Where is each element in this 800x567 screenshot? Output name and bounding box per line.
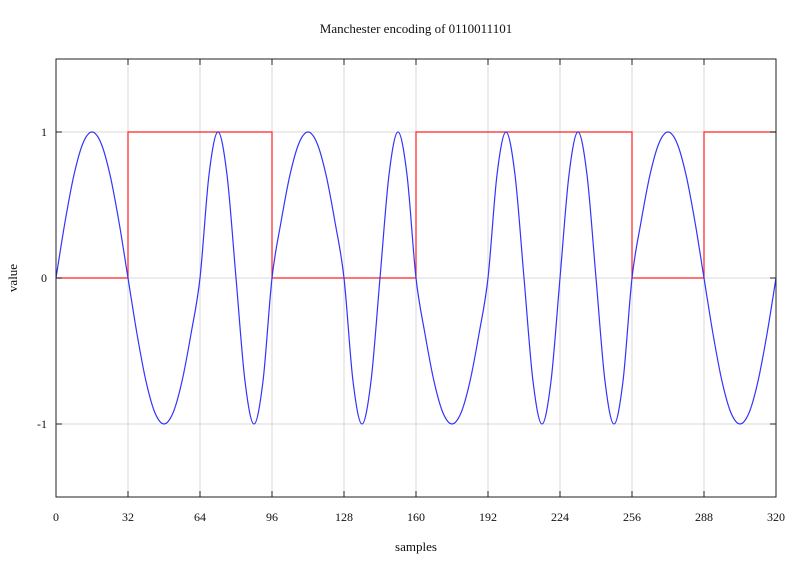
- x-tick-label: 64: [194, 510, 206, 524]
- x-tick-label: 320: [767, 510, 785, 524]
- x-tick-label: 128: [335, 510, 353, 524]
- y-tick-label: -1: [37, 417, 47, 431]
- series-group: [55, 131, 777, 425]
- data-signal-line: [56, 131, 776, 279]
- y-tick-label: 1: [41, 125, 47, 139]
- x-tick-label: 96: [266, 510, 278, 524]
- y-tick-label: 0: [41, 271, 47, 285]
- y-axis-label: value: [5, 264, 20, 292]
- ticks: 0 32 64 96 128 160 192 224 256 288 320 1 0 -1: [37, 59, 785, 524]
- x-tick-label: 160: [407, 510, 425, 524]
- chart-title: Manchester encoding of 0110011101: [320, 21, 512, 36]
- encoded-signal-line: [55, 131, 777, 425]
- x-tick-label: 224: [551, 510, 569, 524]
- x-tick-label: 288: [695, 510, 713, 524]
- x-tick-label: 256: [623, 510, 641, 524]
- x-tick-label: 192: [479, 510, 497, 524]
- x-tick-label: 32: [122, 510, 134, 524]
- x-tick-label: 0: [53, 510, 59, 524]
- x-axis-label: samples: [395, 539, 437, 554]
